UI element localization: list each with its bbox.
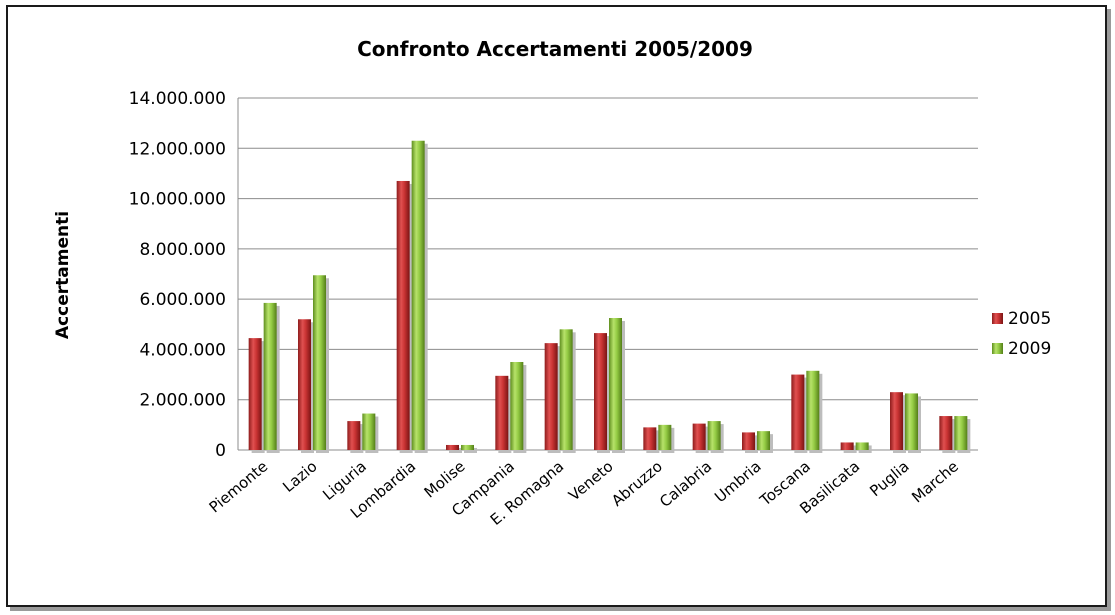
x-tick-label: Lazio <box>279 457 320 496</box>
bar-2009-7 <box>609 318 622 450</box>
legend-label: 2009 <box>1008 339 1051 359</box>
y-tick-label: 14.000.000 <box>129 89 226 109</box>
chart-title: Confronto Accertamenti 2005/2009 <box>357 37 753 61</box>
bar-2009-11 <box>806 370 820 450</box>
x-tick-label: Piemonte <box>206 457 272 516</box>
bar-2009-2 <box>362 413 376 450</box>
bar-2009-1 <box>313 275 326 450</box>
bar-2005-5 <box>495 375 509 450</box>
bar-2009-9 <box>707 421 721 450</box>
bar-2005-12 <box>840 442 854 450</box>
bar-2005-10 <box>742 432 755 450</box>
bar-2009-3 <box>411 140 425 450</box>
bar-2009-10 <box>757 431 770 450</box>
bar-2005-1 <box>298 319 311 450</box>
bar-2005-4 <box>446 444 459 450</box>
bar-2005-0 <box>248 338 262 450</box>
bar-shadow <box>464 447 477 453</box>
y-axis-ticks: 0 2.000.000 4.000.000 6.000.000 8.000.000 10.… <box>129 89 226 461</box>
bar-2005-9 <box>692 423 706 450</box>
x-tick-label: Calabria <box>656 457 715 511</box>
bar-2009-14 <box>954 416 968 450</box>
y-tick-label: 0 <box>215 441 226 461</box>
bar-shadow <box>449 447 462 453</box>
legend-swatch-2005 <box>992 313 1003 324</box>
bar-2009-12 <box>855 442 869 450</box>
legend-label: 2005 <box>1008 309 1051 329</box>
bar-2005-6 <box>544 343 558 450</box>
bar-2009-4 <box>461 444 474 450</box>
bars <box>248 140 971 453</box>
chart-frame <box>6 5 1107 607</box>
y-axis-label: Accertamenti <box>53 211 73 339</box>
y-tick-label: 2.000.000 <box>139 391 226 411</box>
bar-2005-13 <box>890 392 903 450</box>
y-tick-label: 4.000.000 <box>139 340 226 360</box>
x-tick-label: Puglia <box>866 457 912 500</box>
bar-2009-0 <box>263 302 277 450</box>
bar-2005-8 <box>643 427 657 450</box>
bar-2009-5 <box>510 362 524 450</box>
y-tick-label: 6.000.000 <box>139 290 226 310</box>
y-tick-label: 8.000.000 <box>139 240 226 260</box>
bar-2005-7 <box>594 333 607 450</box>
legend-swatch-2009 <box>992 343 1003 354</box>
bar-2005-2 <box>347 421 361 450</box>
y-tick-label: 10.000.000 <box>129 190 226 210</box>
x-tick-label: Umbria <box>711 457 764 506</box>
x-tick-label: Abruzzo <box>608 457 666 510</box>
y-tick-label: 12.000.000 <box>129 139 226 159</box>
bar-2005-14 <box>939 416 953 450</box>
bar-2009-13 <box>905 393 918 450</box>
x-tick-label: Marche <box>908 457 962 506</box>
bar-2005-3 <box>396 180 410 450</box>
bar-2009-6 <box>559 329 573 450</box>
bar-2005-11 <box>791 374 805 450</box>
bar-2009-8 <box>658 424 672 450</box>
legend: 2005 2009 <box>992 309 1051 359</box>
